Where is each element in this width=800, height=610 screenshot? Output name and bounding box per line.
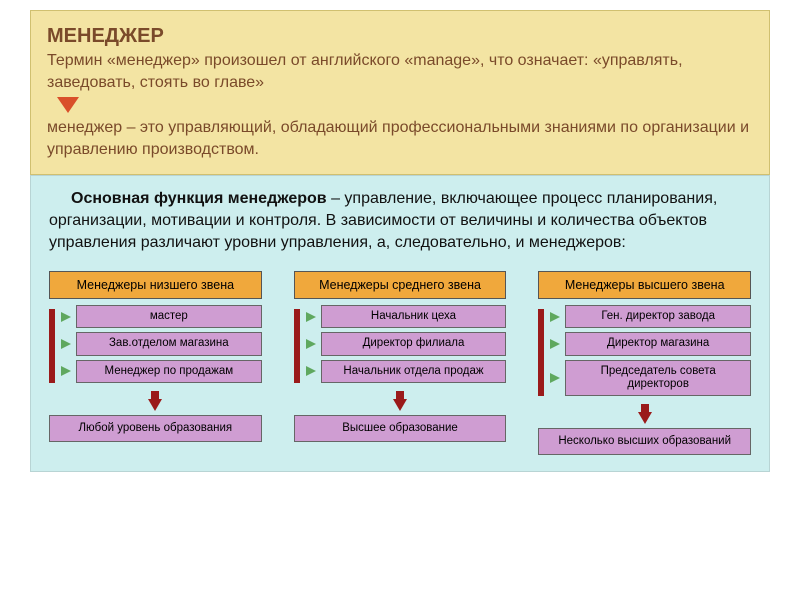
- arrow-right-icon: [59, 360, 73, 383]
- item-box: Ген. директор завода: [565, 305, 751, 328]
- vertical-bar: [49, 309, 55, 383]
- vertical-bar: [538, 309, 544, 396]
- column-header: Менеджеры низшего звена: [49, 271, 262, 299]
- item-box: мастер: [76, 305, 262, 328]
- header-text-2: менеджер – это управляющий, обладающий п…: [47, 117, 753, 160]
- item-box: Менеджер по продажам: [76, 360, 262, 383]
- list-item: Зав.отделом магазина: [59, 332, 262, 355]
- arrow-right-icon: [304, 305, 318, 328]
- list-item: мастер: [59, 305, 262, 328]
- list-item: Ген. директор завода: [548, 305, 751, 328]
- body-panel: Основная функция менеджеров – управление…: [30, 175, 770, 472]
- big-arrow-wrap: [49, 391, 262, 411]
- arrow-right-icon: [304, 332, 318, 355]
- column-mid: Менеджеры среднего звена Начальник цеха …: [294, 271, 507, 455]
- items-list: Ген. директор завода Директор магазина П…: [548, 305, 751, 396]
- list-item: Директор филиала: [304, 332, 507, 355]
- arrow-right-icon: [548, 360, 562, 396]
- list-item: Начальник цеха: [304, 305, 507, 328]
- item-box: Начальник цеха: [321, 305, 507, 328]
- big-arrow-down-icon: [638, 404, 652, 424]
- item-box: Зав.отделом магазина: [76, 332, 262, 355]
- header-panel: МЕНЕДЖЕР Термин «менеджер» произошел от …: [30, 10, 770, 175]
- columns-row: Менеджеры низшего звена мастер Зав.отдел…: [49, 271, 751, 455]
- items-wrap: Ген. директор завода Директор магазина П…: [538, 305, 751, 396]
- item-box: Директор филиала: [321, 332, 507, 355]
- slide: МЕНЕДЖЕР Термин «менеджер» произошел от …: [0, 10, 800, 610]
- big-arrow-wrap: [294, 391, 507, 411]
- column-low: Менеджеры низшего звена мастер Зав.отдел…: [49, 271, 262, 455]
- column-high: Менеджеры высшего звена Ген. директор за…: [538, 271, 751, 455]
- item-box: Председатель совета директоров: [565, 360, 751, 396]
- list-item: Председатель совета директоров: [548, 360, 751, 396]
- body-lead: Основная функция менеджеров: [71, 190, 327, 207]
- big-arrow-wrap: [538, 404, 751, 424]
- body-paragraph: Основная функция менеджеров – управление…: [49, 188, 751, 253]
- list-item: Директор магазина: [548, 332, 751, 355]
- column-footer: Несколько высших образований: [538, 428, 751, 455]
- big-arrow-down-icon: [148, 391, 162, 411]
- items-list: Начальник цеха Директор филиала Начальни…: [304, 305, 507, 383]
- items-wrap: мастер Зав.отделом магазина Менеджер по …: [49, 305, 262, 383]
- arrow-down-icon: [57, 97, 79, 113]
- list-item: Начальник отдела продаж: [304, 360, 507, 383]
- column-header: Менеджеры среднего звена: [294, 271, 507, 299]
- item-box: Начальник отдела продаж: [321, 360, 507, 383]
- column-footer: Высшее образование: [294, 415, 507, 442]
- arrow-right-icon: [548, 305, 562, 328]
- big-arrow-down-icon: [393, 391, 407, 411]
- header-line1-text: Термин «менеджер» произошел от английско…: [47, 52, 683, 91]
- arrow-right-icon: [548, 332, 562, 355]
- items-list: мастер Зав.отделом магазина Менеджер по …: [59, 305, 262, 383]
- arrow-right-icon: [59, 305, 73, 328]
- header-text-1: МЕНЕДЖЕР Термин «менеджер» произошел от …: [47, 23, 753, 93]
- vertical-bar: [294, 309, 300, 383]
- arrow-right-icon: [304, 360, 318, 383]
- items-wrap: Начальник цеха Директор филиала Начальни…: [294, 305, 507, 383]
- item-box: Директор магазина: [565, 332, 751, 355]
- column-footer: Любой уровень образования: [49, 415, 262, 442]
- arrow-right-icon: [59, 332, 73, 355]
- list-item: Менеджер по продажам: [59, 360, 262, 383]
- title: МЕНЕДЖЕР: [47, 25, 164, 47]
- column-header: Менеджеры высшего звена: [538, 271, 751, 299]
